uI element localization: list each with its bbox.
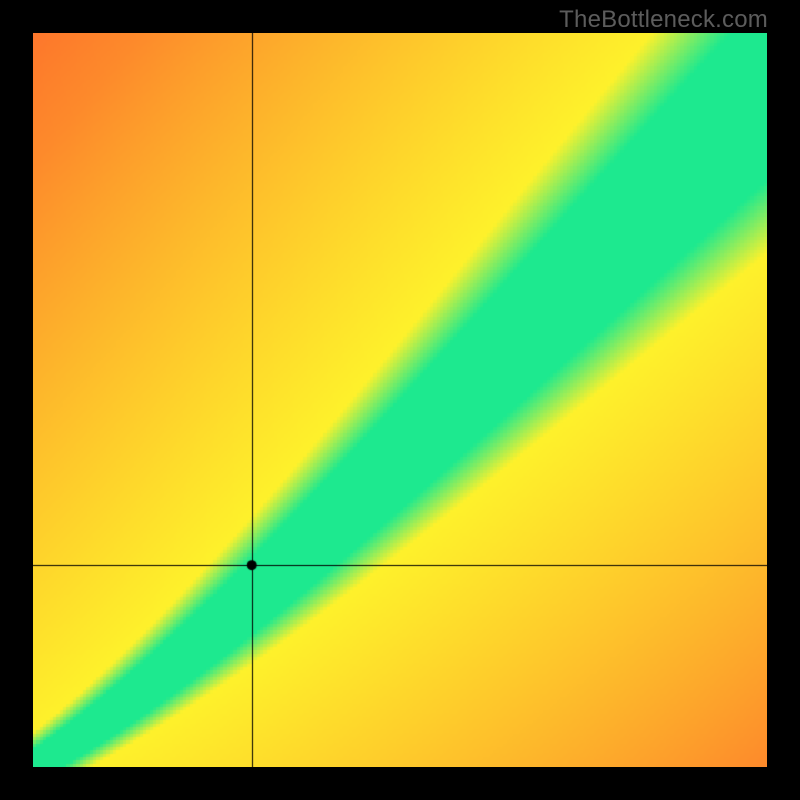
watermark-text: TheBottleneck.com <box>559 6 768 34</box>
overlay-canvas <box>33 33 767 767</box>
stage: TheBottleneck.com <box>0 0 800 800</box>
